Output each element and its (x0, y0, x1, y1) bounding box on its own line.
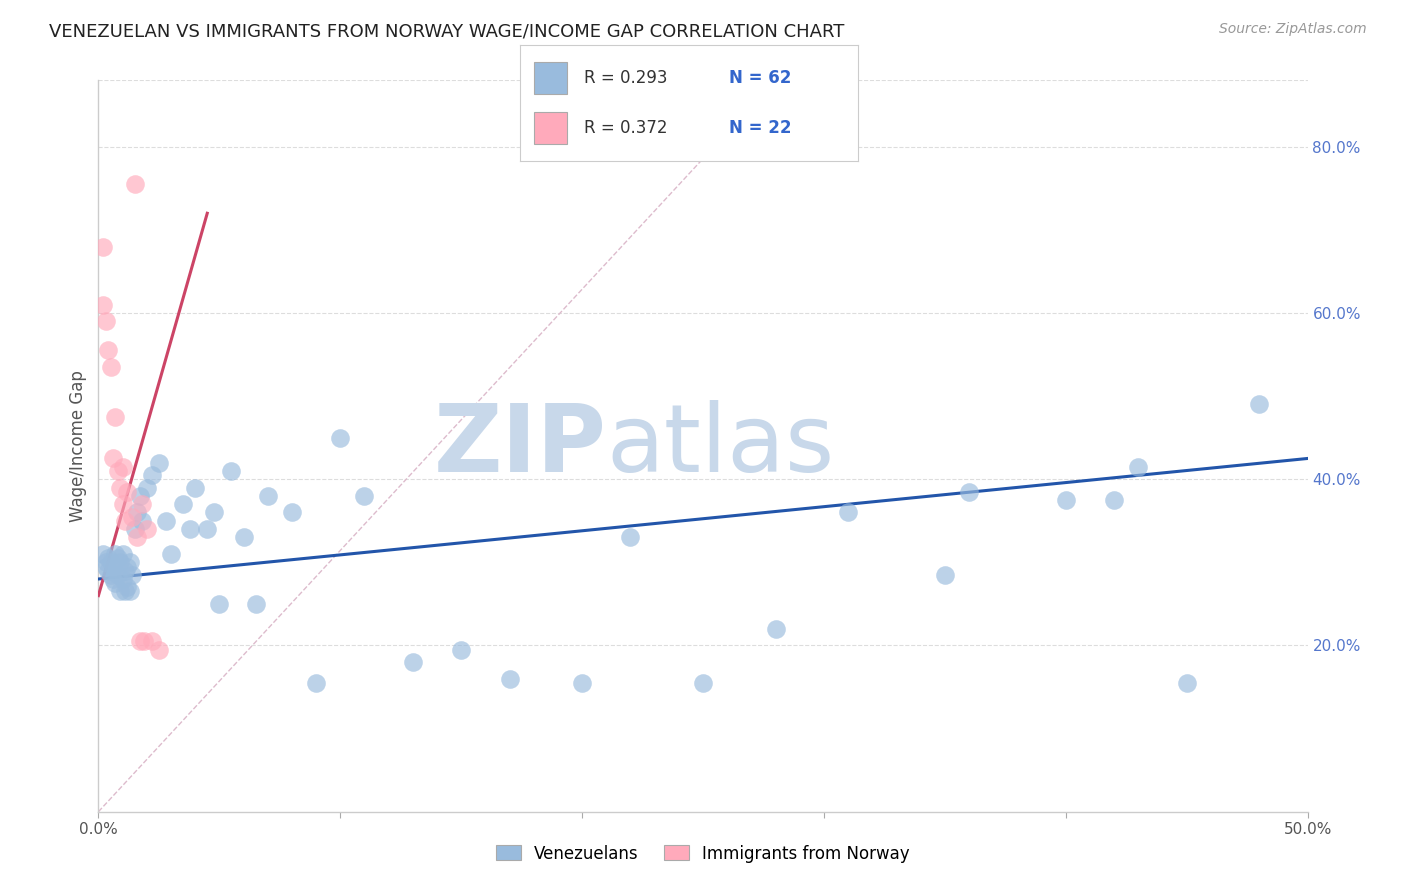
Point (100, 567, 122, 582)
Point (148, 642, 170, 657)
Point (114, 584, 136, 599)
Point (104, 576, 127, 591)
Point (160, 547, 183, 561)
Point (104, 409, 127, 424)
Text: Source: ZipAtlas.com: Source: ZipAtlas.com (1219, 22, 1367, 37)
Point (107, 464, 129, 478)
Bar (534, 112, 568, 145)
Point (837, 506, 859, 520)
Point (118, 584, 141, 599)
Point (141, 468, 163, 483)
Point (155, 514, 177, 528)
Point (101, 559, 124, 574)
Point (148, 456, 170, 470)
Point (107, 551, 129, 566)
Point (131, 514, 153, 528)
Legend: Venezuelans, Immigrants from Norway: Venezuelans, Immigrants from Norway (489, 838, 917, 869)
Point (450, 642, 472, 657)
Point (97, 343, 120, 358)
Point (121, 509, 143, 524)
Point (934, 567, 956, 582)
Point (353, 489, 375, 503)
Point (221, 464, 243, 478)
Bar (534, 62, 568, 95)
Point (1128, 459, 1150, 474)
Point (117, 484, 139, 499)
Point (134, 634, 156, 648)
Point (305, 676, 328, 690)
Point (498, 672, 520, 686)
Point (402, 655, 425, 669)
Text: VENEZUELAN VS IMMIGRANTS FROM NORWAY WAGE/INCOME GAP CORRELATION CHART: VENEZUELAN VS IMMIGRANTS FROM NORWAY WAG… (49, 22, 845, 40)
Point (692, 676, 714, 690)
Point (127, 506, 149, 520)
Point (245, 597, 267, 611)
Point (111, 459, 134, 474)
Point (91, 239, 114, 253)
Point (108, 555, 131, 569)
Text: atlas: atlas (606, 400, 835, 492)
Point (128, 634, 150, 648)
Point (108, 481, 131, 495)
Point (204, 506, 226, 520)
Point (765, 622, 787, 636)
Point (195, 522, 218, 536)
Point (281, 506, 304, 520)
Point (329, 431, 352, 445)
Point (111, 572, 134, 586)
Point (124, 522, 146, 536)
Point (127, 530, 149, 544)
Point (256, 489, 278, 503)
Point (172, 497, 194, 511)
Point (91, 298, 114, 312)
Text: R = 0.372: R = 0.372 (585, 120, 668, 137)
Point (128, 489, 150, 503)
Point (111, 497, 134, 511)
Point (619, 530, 641, 544)
Text: N = 22: N = 22 (730, 120, 792, 137)
Point (957, 484, 980, 499)
Point (124, 177, 146, 191)
Text: N = 62: N = 62 (730, 70, 792, 87)
Point (121, 567, 143, 582)
Point (135, 481, 157, 495)
Point (184, 481, 207, 495)
Point (117, 559, 139, 574)
Point (1249, 397, 1271, 411)
Point (97, 551, 120, 566)
Point (101, 451, 124, 466)
Text: ZIP: ZIP (433, 400, 606, 492)
Y-axis label: Wage/Income Gap: Wage/Income Gap (69, 370, 87, 522)
Point (94, 559, 117, 574)
Point (104, 547, 127, 561)
Point (1175, 676, 1198, 690)
Point (1102, 493, 1125, 508)
Point (94, 314, 117, 328)
Point (101, 572, 124, 586)
Point (97, 564, 120, 578)
Point (571, 676, 593, 690)
Point (117, 580, 139, 594)
Point (111, 547, 134, 561)
Point (114, 564, 136, 578)
Point (100, 359, 122, 374)
Point (179, 522, 201, 536)
Point (100, 555, 122, 569)
Point (135, 522, 157, 536)
Point (232, 530, 254, 544)
Point (91, 547, 114, 561)
Point (141, 634, 163, 648)
Point (108, 584, 131, 599)
Point (1054, 493, 1077, 508)
Point (107, 567, 129, 582)
Point (118, 555, 141, 569)
Point (94, 555, 117, 569)
Point (208, 597, 231, 611)
Point (114, 514, 136, 528)
Text: R = 0.293: R = 0.293 (585, 70, 668, 87)
Point (131, 497, 153, 511)
